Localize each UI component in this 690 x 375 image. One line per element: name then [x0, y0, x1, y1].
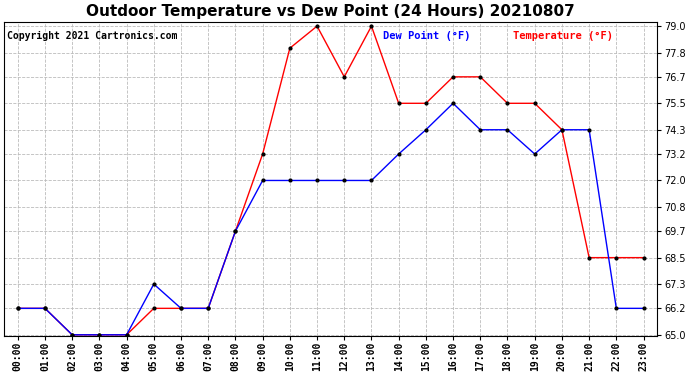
Text: Temperature (°F): Temperature (°F) [513, 31, 613, 41]
Title: Outdoor Temperature vs Dew Point (24 Hours) 20210807: Outdoor Temperature vs Dew Point (24 Hou… [86, 4, 575, 19]
Text: Dew Point (°F): Dew Point (°F) [383, 31, 471, 41]
Text: Copyright 2021 Cartronics.com: Copyright 2021 Cartronics.com [8, 31, 178, 41]
